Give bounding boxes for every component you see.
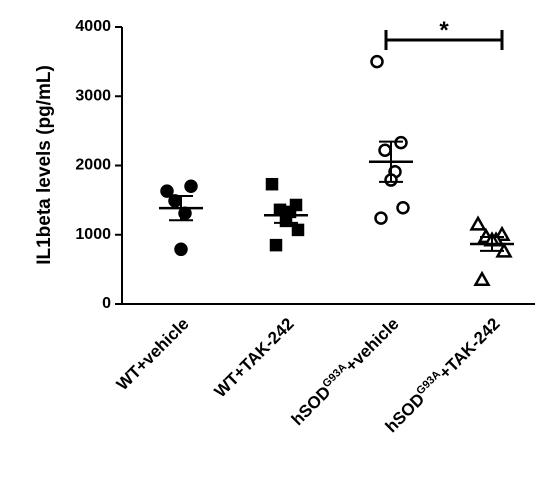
- point: [370, 54, 384, 69]
- point: [378, 143, 392, 158]
- point: [469, 215, 487, 231]
- point: [374, 211, 388, 225]
- y-tick-label: 2000: [75, 157, 111, 174]
- x-tick-label: hSODG93A+vehicle: [287, 313, 403, 429]
- y-tick-label: 3000: [75, 87, 111, 104]
- x-tick-label-part: +TAK-242: [436, 315, 504, 383]
- y-axis-label: IL1beta levels (pg/mL): [34, 65, 55, 265]
- x-tick-label: WT+TAK-242: [211, 315, 298, 402]
- point: [269, 238, 283, 252]
- y-tick-label: 4000: [75, 18, 111, 35]
- significance-bracket: [384, 30, 504, 50]
- point: [265, 177, 279, 191]
- y-tick-label: 0: [102, 295, 111, 312]
- point: [473, 270, 491, 287]
- point: [273, 203, 287, 217]
- x-tick-label-part: +vehicle: [342, 315, 403, 376]
- point: [291, 223, 305, 237]
- x-tick-label: WT+vehicle: [113, 315, 193, 395]
- point: [396, 200, 410, 215]
- x-tick-label: hSODG93A+TAK-242: [381, 313, 504, 436]
- point: [160, 184, 174, 198]
- point: [184, 179, 198, 194]
- significance-label: *: [439, 17, 449, 44]
- x-tick-label-part: WT+TAK-242: [211, 315, 298, 402]
- y-tick-label: 1000: [75, 226, 111, 243]
- point: [174, 242, 188, 257]
- x-tick-label-part: WT+vehicle: [113, 315, 193, 395]
